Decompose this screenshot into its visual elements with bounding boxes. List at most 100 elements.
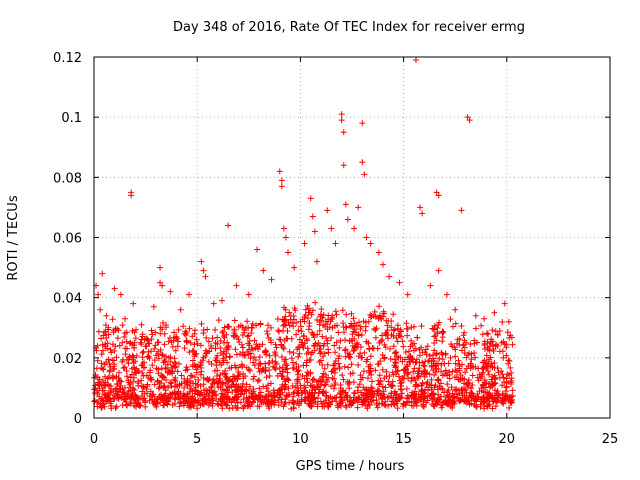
data-point xyxy=(456,377,463,384)
data-point xyxy=(426,357,433,364)
data-point xyxy=(327,393,334,400)
data-point xyxy=(112,343,119,350)
y-tick-label: 0.12 xyxy=(53,51,82,66)
data-point xyxy=(148,327,155,334)
data-point xyxy=(171,363,178,370)
data-point xyxy=(263,374,270,381)
data-point xyxy=(156,383,163,390)
data-point xyxy=(298,398,305,405)
data-point xyxy=(98,335,105,342)
data-point xyxy=(159,282,166,289)
data-point xyxy=(422,346,429,353)
data-point xyxy=(104,375,111,382)
data-point xyxy=(284,335,291,342)
data-point xyxy=(374,387,381,394)
data-point xyxy=(142,403,149,410)
data-point xyxy=(93,399,100,406)
data-point xyxy=(501,379,508,386)
data-point xyxy=(375,377,382,384)
data-point xyxy=(221,324,228,331)
data-point xyxy=(123,367,130,374)
data-point xyxy=(278,183,285,190)
data-point xyxy=(337,337,344,344)
data-point xyxy=(277,370,284,377)
data-point xyxy=(367,368,374,375)
data-point xyxy=(233,282,240,289)
data-point xyxy=(235,373,242,380)
data-point xyxy=(228,364,235,371)
data-point xyxy=(159,326,166,333)
data-point xyxy=(271,393,278,400)
data-point xyxy=(113,403,120,410)
data-point xyxy=(374,404,381,411)
data-point xyxy=(266,372,273,379)
data-point xyxy=(244,318,251,325)
data-point xyxy=(277,391,284,398)
data-point xyxy=(186,325,193,332)
data-point xyxy=(238,390,245,397)
data-point xyxy=(138,336,145,343)
data-point xyxy=(387,345,394,352)
data-point xyxy=(101,382,108,389)
data-point xyxy=(464,382,471,389)
data-point xyxy=(390,343,397,350)
data-point xyxy=(367,311,374,318)
data-point xyxy=(296,350,303,357)
data-point xyxy=(331,342,338,349)
data-point xyxy=(272,366,279,373)
data-point xyxy=(214,334,221,341)
data-point xyxy=(435,376,442,383)
data-point xyxy=(347,370,354,377)
data-point xyxy=(475,365,482,372)
data-point xyxy=(273,360,280,367)
data-point xyxy=(459,386,466,393)
data-point xyxy=(357,372,364,379)
data-point xyxy=(181,345,188,352)
data-point xyxy=(331,323,338,330)
data-point xyxy=(379,261,386,268)
data-point xyxy=(341,329,348,336)
data-point xyxy=(455,376,462,383)
data-point xyxy=(500,400,507,407)
data-point xyxy=(253,322,260,329)
data-point xyxy=(339,399,346,406)
data-point xyxy=(119,389,126,396)
data-point xyxy=(111,348,118,355)
data-point xyxy=(257,320,264,327)
data-point xyxy=(461,337,468,344)
data-point xyxy=(350,315,357,322)
data-point xyxy=(328,383,335,390)
data-point xyxy=(390,311,397,318)
data-point xyxy=(245,332,252,339)
data-point xyxy=(473,403,480,410)
data-point xyxy=(115,395,122,402)
data-point xyxy=(458,207,465,214)
data-point xyxy=(137,339,144,346)
data-point xyxy=(372,326,379,333)
data-point xyxy=(155,370,162,377)
data-point xyxy=(320,376,327,383)
data-point xyxy=(107,363,114,370)
data-point xyxy=(189,347,196,354)
data-point xyxy=(320,322,327,329)
data-point xyxy=(101,391,108,398)
data-point xyxy=(419,380,426,387)
data-point xyxy=(255,365,262,372)
data-point xyxy=(182,328,189,335)
data-point xyxy=(325,374,332,381)
data-point xyxy=(406,358,413,365)
data-point xyxy=(359,159,366,166)
data-point xyxy=(313,258,320,265)
data-point xyxy=(419,349,426,356)
data-point xyxy=(234,399,241,406)
data-point xyxy=(308,390,315,397)
data-point xyxy=(295,353,302,360)
data-point xyxy=(401,356,408,363)
data-point xyxy=(394,405,401,412)
data-point xyxy=(150,391,157,398)
data-point xyxy=(128,192,135,199)
data-point xyxy=(260,383,267,390)
data-point xyxy=(298,328,305,335)
data-point xyxy=(285,376,292,383)
data-point xyxy=(148,336,155,343)
